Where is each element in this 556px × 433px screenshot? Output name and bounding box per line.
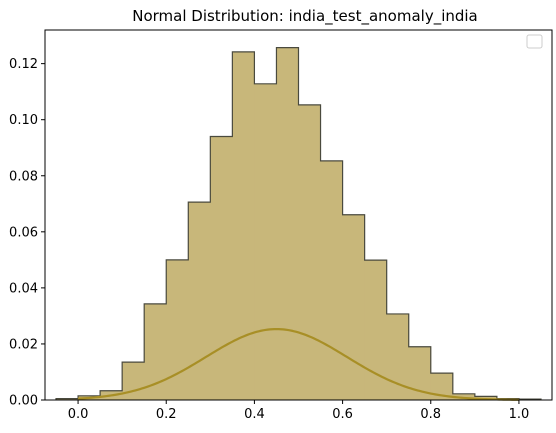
x-tick-label: 0.6 bbox=[332, 407, 353, 422]
x-tick-label: 1.0 bbox=[509, 407, 530, 422]
histogram-bar bbox=[364, 260, 388, 400]
x-tick-label: 0.4 bbox=[244, 407, 265, 422]
chart-title: Normal Distribution: india_test_anomaly_… bbox=[132, 7, 478, 26]
normal-curve bbox=[78, 327, 519, 401]
y-tick-label: 0.12 bbox=[9, 57, 38, 72]
legend-box bbox=[526, 34, 543, 49]
y-axis-ticks: 0.00 0.02 0.04 0.06 0.08 0.10 0.12 bbox=[9, 57, 45, 409]
histogram-step-line bbox=[55, 47, 542, 400]
y-tick-label: 0.08 bbox=[9, 169, 38, 184]
histogram-bar bbox=[122, 362, 145, 400]
y-tick-label: 0.02 bbox=[9, 337, 38, 352]
plot-frame bbox=[44, 29, 553, 401]
histogram-bar bbox=[386, 313, 410, 400]
y-tick-label: 0.10 bbox=[9, 113, 38, 128]
histogram-bar bbox=[166, 259, 189, 400]
histogram-fill bbox=[56, 47, 542, 401]
y-tick-label: 0.00 bbox=[9, 394, 38, 409]
histogram-bar bbox=[232, 51, 255, 400]
histogram-bar bbox=[254, 83, 277, 401]
normal-pdf-line bbox=[78, 327, 519, 401]
histogram-bar bbox=[320, 160, 343, 400]
x-axis-ticks: 0.0 0.2 0.4 0.6 0.8 1.0 bbox=[68, 400, 530, 422]
histogram-bar bbox=[298, 104, 321, 400]
histogram-bar bbox=[210, 136, 233, 401]
histogram-bar bbox=[342, 214, 366, 400]
x-tick-label: 0.8 bbox=[420, 407, 441, 422]
x-tick-label: 0.0 bbox=[68, 407, 89, 422]
histogram-bar bbox=[188, 202, 211, 400]
histogram-bar bbox=[408, 346, 432, 400]
histogram-bar bbox=[144, 303, 167, 400]
histogram-bar bbox=[276, 47, 299, 401]
y-tick-label: 0.04 bbox=[9, 281, 38, 296]
axes bbox=[44, 29, 553, 401]
y-tick-label: 0.06 bbox=[9, 225, 38, 240]
histogram-bar bbox=[430, 373, 454, 400]
histogram-bar bbox=[56, 398, 79, 400]
x-tick-label: 0.2 bbox=[156, 407, 177, 422]
histogram-outline bbox=[55, 47, 542, 400]
